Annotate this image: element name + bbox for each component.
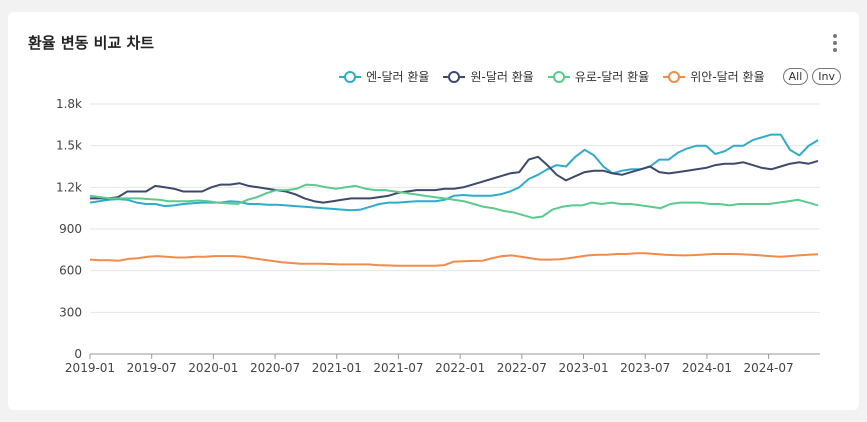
x-tick-label: 2022-01 [435,361,485,375]
x-tick-label: 2023-01 [558,361,608,375]
legend-swatch-yen [339,70,362,84]
x-tick-label: 2021-07 [373,361,423,375]
x-tick-label: 2024-07 [744,361,794,375]
inverse-toggle-button[interactable]: Inv [812,68,841,85]
y-tick-label: 0 [74,347,82,361]
series-line-yuan [89,252,819,267]
legend-label-won: 원-달러 환율 [470,70,534,84]
x-tick-label: 2020-07 [250,361,300,375]
legend-swatch-yuan [663,70,686,84]
legend-dot [344,70,357,83]
x-tick-label: 2023-07 [620,361,670,375]
series-line-euro [89,183,819,219]
chart-legend: 엔-달러 환율 원-달러 환율 유로-달러 환율 위안-달러 환율 All In… [339,68,841,85]
kebab-dot [833,34,837,38]
legend-dot [668,70,681,83]
legend-item-yen[interactable]: 엔-달러 환율 [339,68,429,85]
x-tick-label: 2019-01 [65,361,115,375]
x-tick-label: 2021-01 [312,361,362,375]
y-tick-label: 600 [59,264,82,278]
legend-item-won[interactable]: 원-달러 환율 [443,68,534,85]
legend-item-yuan[interactable]: 위안-달러 환율 [663,68,765,85]
kebab-dot [833,41,837,45]
legend-dot [448,70,461,83]
chart-card: 환율 변동 비교 차트 엔-달러 환율 원-달러 환율 유로-달러 환율 위안-… [8,12,859,410]
kebab-menu-icon[interactable] [833,34,837,52]
legend-label-euro: 유로-달러 환율 [574,70,650,84]
series-line-won [90,155,819,204]
legend-swatch-won [443,70,466,84]
legend-label-yen: 엔-달러 환율 [366,70,430,84]
legend-dot [552,70,565,83]
kebab-dot [833,48,837,52]
y-tick-label: 900 [59,222,82,236]
x-tick-label: 2019-07 [127,361,177,375]
y-tick-label: 300 [59,305,82,319]
legend-item-euro[interactable]: 유로-달러 환율 [547,68,650,85]
y-tick-label: 1.8k [56,97,82,111]
chart-title: 환율 변동 비교 차트 [28,34,155,52]
x-tick-label: 2024-01 [682,361,732,375]
x-tick-label: 2020-01 [188,361,238,375]
legend-label-yuan: 위안-달러 환율 [690,70,765,84]
y-tick-label: 1.2k [56,180,82,194]
x-tick-label: 2022-07 [497,361,547,375]
legend-swatch-euro [547,70,570,84]
all-toggle-button[interactable]: All [782,68,809,85]
y-tick-label: 1.5k [56,139,82,153]
